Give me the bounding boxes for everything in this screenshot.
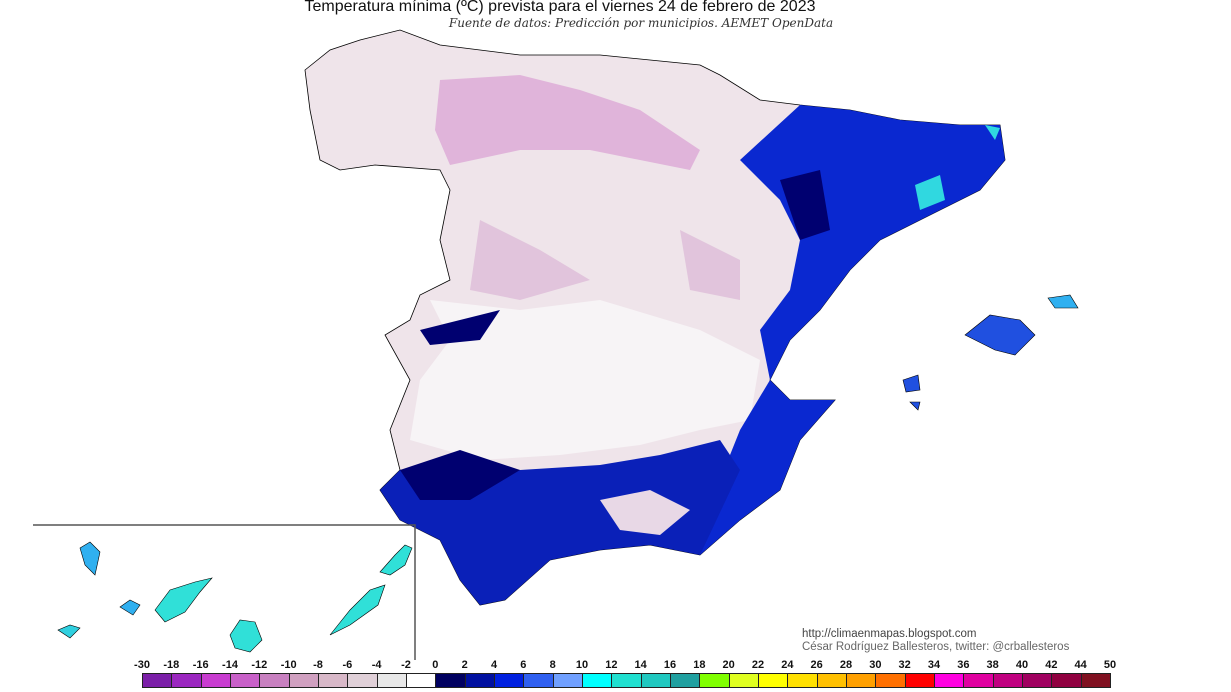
legend-label: 10	[575, 659, 589, 671]
legend-label: 22	[751, 659, 765, 671]
legend-swatch	[406, 673, 437, 688]
legend-label: 34	[927, 659, 941, 671]
gran-canaria	[229, 619, 263, 653]
legend-label: 26	[810, 659, 823, 671]
legend-label: 20	[722, 659, 735, 671]
credits: http://climaenmapas.blogspot.com César R…	[802, 628, 1069, 654]
legend-label: -8	[313, 659, 323, 671]
legend-label: -14	[222, 659, 238, 671]
northern-cold-area	[435, 75, 700, 170]
map-title: Temperatura mínima (ºC) prevista para el…	[304, 0, 816, 15]
legend-swatch	[435, 673, 466, 688]
legend-label: 30	[869, 659, 882, 671]
tenerife	[154, 577, 213, 623]
catalonia-cyan-area	[915, 125, 1000, 210]
legend-swatch	[464, 673, 495, 688]
legend-swatch	[552, 673, 583, 688]
fuerteventura	[329, 584, 386, 636]
legend-label: 6	[520, 659, 527, 671]
legend-label: 32	[898, 659, 911, 671]
legend-label: 38	[986, 659, 999, 671]
legend-swatch	[728, 673, 759, 688]
legend-label: 40	[1015, 659, 1029, 671]
legend-label: -18	[163, 659, 180, 671]
legend-label: -6	[342, 659, 353, 671]
legend-swatch	[288, 673, 319, 688]
legend-label: -10	[280, 659, 297, 671]
deep-blue-valley	[400, 170, 830, 500]
legend-swatch	[523, 673, 554, 688]
map-subtitle: Fuente de datos: Predicción por municipi…	[448, 16, 834, 30]
legend-label: -2	[401, 659, 411, 671]
legend-swatch	[846, 673, 877, 688]
legend-swatch	[670, 673, 701, 688]
ibiza	[902, 374, 921, 411]
legend-label: 24	[781, 659, 794, 671]
legend-label: 16	[663, 659, 677, 671]
legend-label: 36	[957, 659, 970, 671]
menorca	[1047, 294, 1079, 309]
legend-swatch	[904, 673, 935, 688]
legend-label: 14	[634, 659, 647, 671]
legend-swatch	[611, 673, 642, 688]
legend-label: 42	[1045, 659, 1058, 671]
legend-swatch	[1051, 673, 1082, 688]
legend-swatch	[816, 673, 847, 688]
legend-swatch	[376, 673, 407, 688]
legend-swatch	[963, 673, 994, 688]
mallorca	[964, 314, 1036, 356]
la-palma	[79, 541, 101, 576]
legend-swatch	[1022, 673, 1053, 688]
legend-swatch	[992, 673, 1023, 688]
legend-label: 28	[839, 659, 853, 671]
lanzarote	[379, 544, 413, 576]
legend-label: 44	[1074, 659, 1087, 671]
legend-label: -12	[251, 659, 268, 671]
legend-label: 12	[605, 659, 618, 671]
credits-url[interactable]: http://climaenmapas.blogspot.com	[802, 628, 977, 640]
legend-label: 8	[549, 659, 556, 671]
legend-swatch	[494, 673, 525, 688]
legend-label: 18	[693, 659, 706, 671]
credits-author: César Rodríguez Ballesteros, twitter: @c…	[802, 641, 1070, 653]
legend-swatch	[640, 673, 671, 688]
legend-swatch	[200, 673, 231, 688]
legend-label: 0	[432, 659, 439, 671]
legend-swatch	[699, 673, 730, 688]
legend-swatch	[582, 673, 613, 688]
legend-swatch	[142, 673, 173, 688]
legend-swatch	[1080, 673, 1111, 688]
la-gomera	[119, 599, 141, 616]
legend-swatch	[787, 673, 818, 688]
legend-swatch	[758, 673, 789, 688]
legend-label: 4	[490, 659, 498, 671]
color-legend: -30 -18 -16 -14 -12 -10 -8 -6 -4 -2 0 2 4 6 8 10 12 14 16 1…	[134, 659, 1116, 689]
legend-swatch	[875, 673, 906, 688]
legend-swatch	[347, 673, 378, 688]
east-coast-blue-area	[690, 105, 1005, 555]
legend-swatch	[934, 673, 965, 688]
legend-label: -30	[134, 659, 150, 671]
canary-inset-frame	[33, 524, 416, 660]
el-hierro	[57, 624, 81, 639]
legend-label: -16	[192, 659, 209, 671]
central-mild-area	[410, 300, 760, 460]
legend-label: 2	[461, 659, 468, 671]
legend-label: 50	[1103, 659, 1117, 671]
legend-swatch	[318, 673, 349, 688]
legend-swatch	[171, 673, 202, 688]
legend-swatch	[259, 673, 290, 688]
legend-label: -4	[371, 659, 382, 671]
southeast-sierra-pink	[600, 490, 690, 535]
legend-swatch	[230, 673, 261, 688]
iberian-cold-area	[470, 220, 740, 300]
